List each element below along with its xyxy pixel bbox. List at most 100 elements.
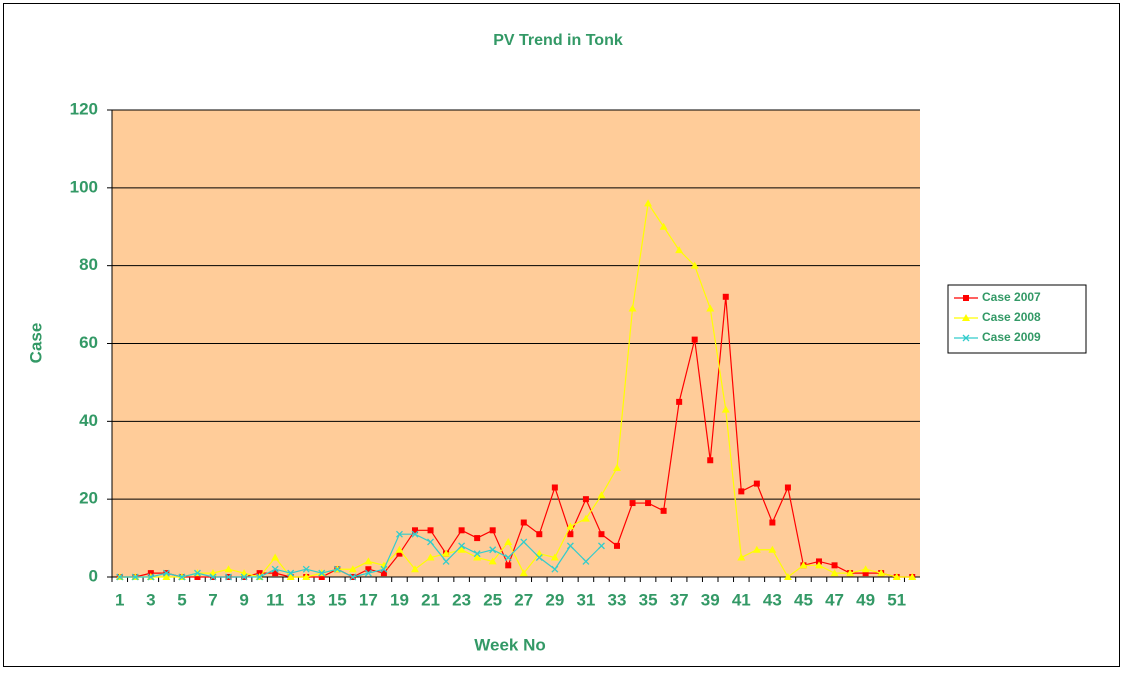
x-tick-label: 7 [208,590,217,609]
marker [768,545,777,553]
marker [598,542,605,550]
marker [815,561,823,569]
marker [489,546,497,554]
marker [286,573,295,580]
marker [396,550,403,557]
marker [862,570,869,577]
legend-label: Case 2008 [982,310,1041,324]
y-tick-label: 0 [89,566,98,585]
marker [504,537,513,545]
marker [676,398,683,405]
marker [550,553,559,561]
marker [675,246,684,254]
x-tick-label: 27 [514,590,533,609]
marker [162,573,171,580]
x-tick-label: 1 [115,590,124,609]
marker [489,527,496,534]
marker [505,562,512,569]
marker [302,565,310,573]
x-tick-label: 45 [794,590,813,609]
marker [707,457,714,464]
x-tick-label: 35 [639,590,658,609]
marker [769,519,776,526]
marker [473,553,482,561]
marker [846,569,855,577]
x-tick-label: 17 [359,590,378,609]
marker [364,569,372,577]
marker [457,545,466,553]
x-tick-label: 39 [701,590,720,609]
marker [194,569,201,577]
x-tick-label: 3 [146,590,155,609]
marker [644,199,653,207]
x-tick-label: 25 [483,590,502,609]
marker [474,535,481,542]
marker [225,573,232,581]
chart-title: PV Trend in Tonk [493,32,623,49]
x-tick-label: 21 [421,590,440,609]
x-tick-label: 13 [297,590,316,609]
marker [691,336,698,343]
marker [963,295,969,301]
marker [582,496,589,503]
marker [520,519,527,526]
marker [645,500,652,507]
marker [706,304,715,312]
legend: Case 2007 Case 2008 Case 2009 [947,284,1087,354]
marker [831,562,838,569]
x-tick-label: 41 [732,590,751,609]
marker [892,573,901,580]
marker [349,573,357,581]
marker [566,522,575,530]
marker [364,557,373,565]
legend-box [947,284,1087,354]
marker [271,565,279,573]
marker [426,553,435,561]
marker [131,573,139,581]
marker [614,542,620,549]
marker [566,542,574,550]
x-tick-label: 31 [576,590,595,609]
marker [799,561,808,569]
x-tick-label: 47 [825,590,844,609]
marker [348,565,357,573]
marker [962,334,970,342]
y-tick-label: 80 [79,255,98,274]
marker [962,314,970,321]
marker [567,531,574,538]
marker [240,573,248,581]
marker [458,542,466,550]
marker [488,557,497,565]
marker [519,569,528,577]
marker [224,565,233,573]
y-tick-label: 120 [70,99,98,118]
x-tick-label: 51 [887,590,906,609]
marker [722,293,729,300]
marker [318,574,325,580]
marker [783,573,792,580]
marker [271,553,280,561]
marker [458,527,465,534]
marker [427,527,434,534]
marker [116,573,124,581]
marker [597,491,606,499]
y-axis-title: Case [26,323,45,364]
x-tick-label: 11 [266,590,284,609]
marker [598,531,605,538]
x-tick-label: 49 [856,590,875,609]
marker [162,569,170,577]
marker [738,488,745,495]
x-tick-label: 37 [670,590,689,609]
x-tick-label: 29 [545,590,564,609]
y-tick-label: 60 [79,333,98,352]
marker [365,566,372,573]
legend-label: Case 2007 [982,290,1041,304]
marker [287,569,295,577]
x-tick-label: 23 [452,590,471,609]
marker [613,464,621,472]
y-tick-label: 40 [79,411,98,430]
marker [737,553,746,561]
marker [256,573,264,581]
